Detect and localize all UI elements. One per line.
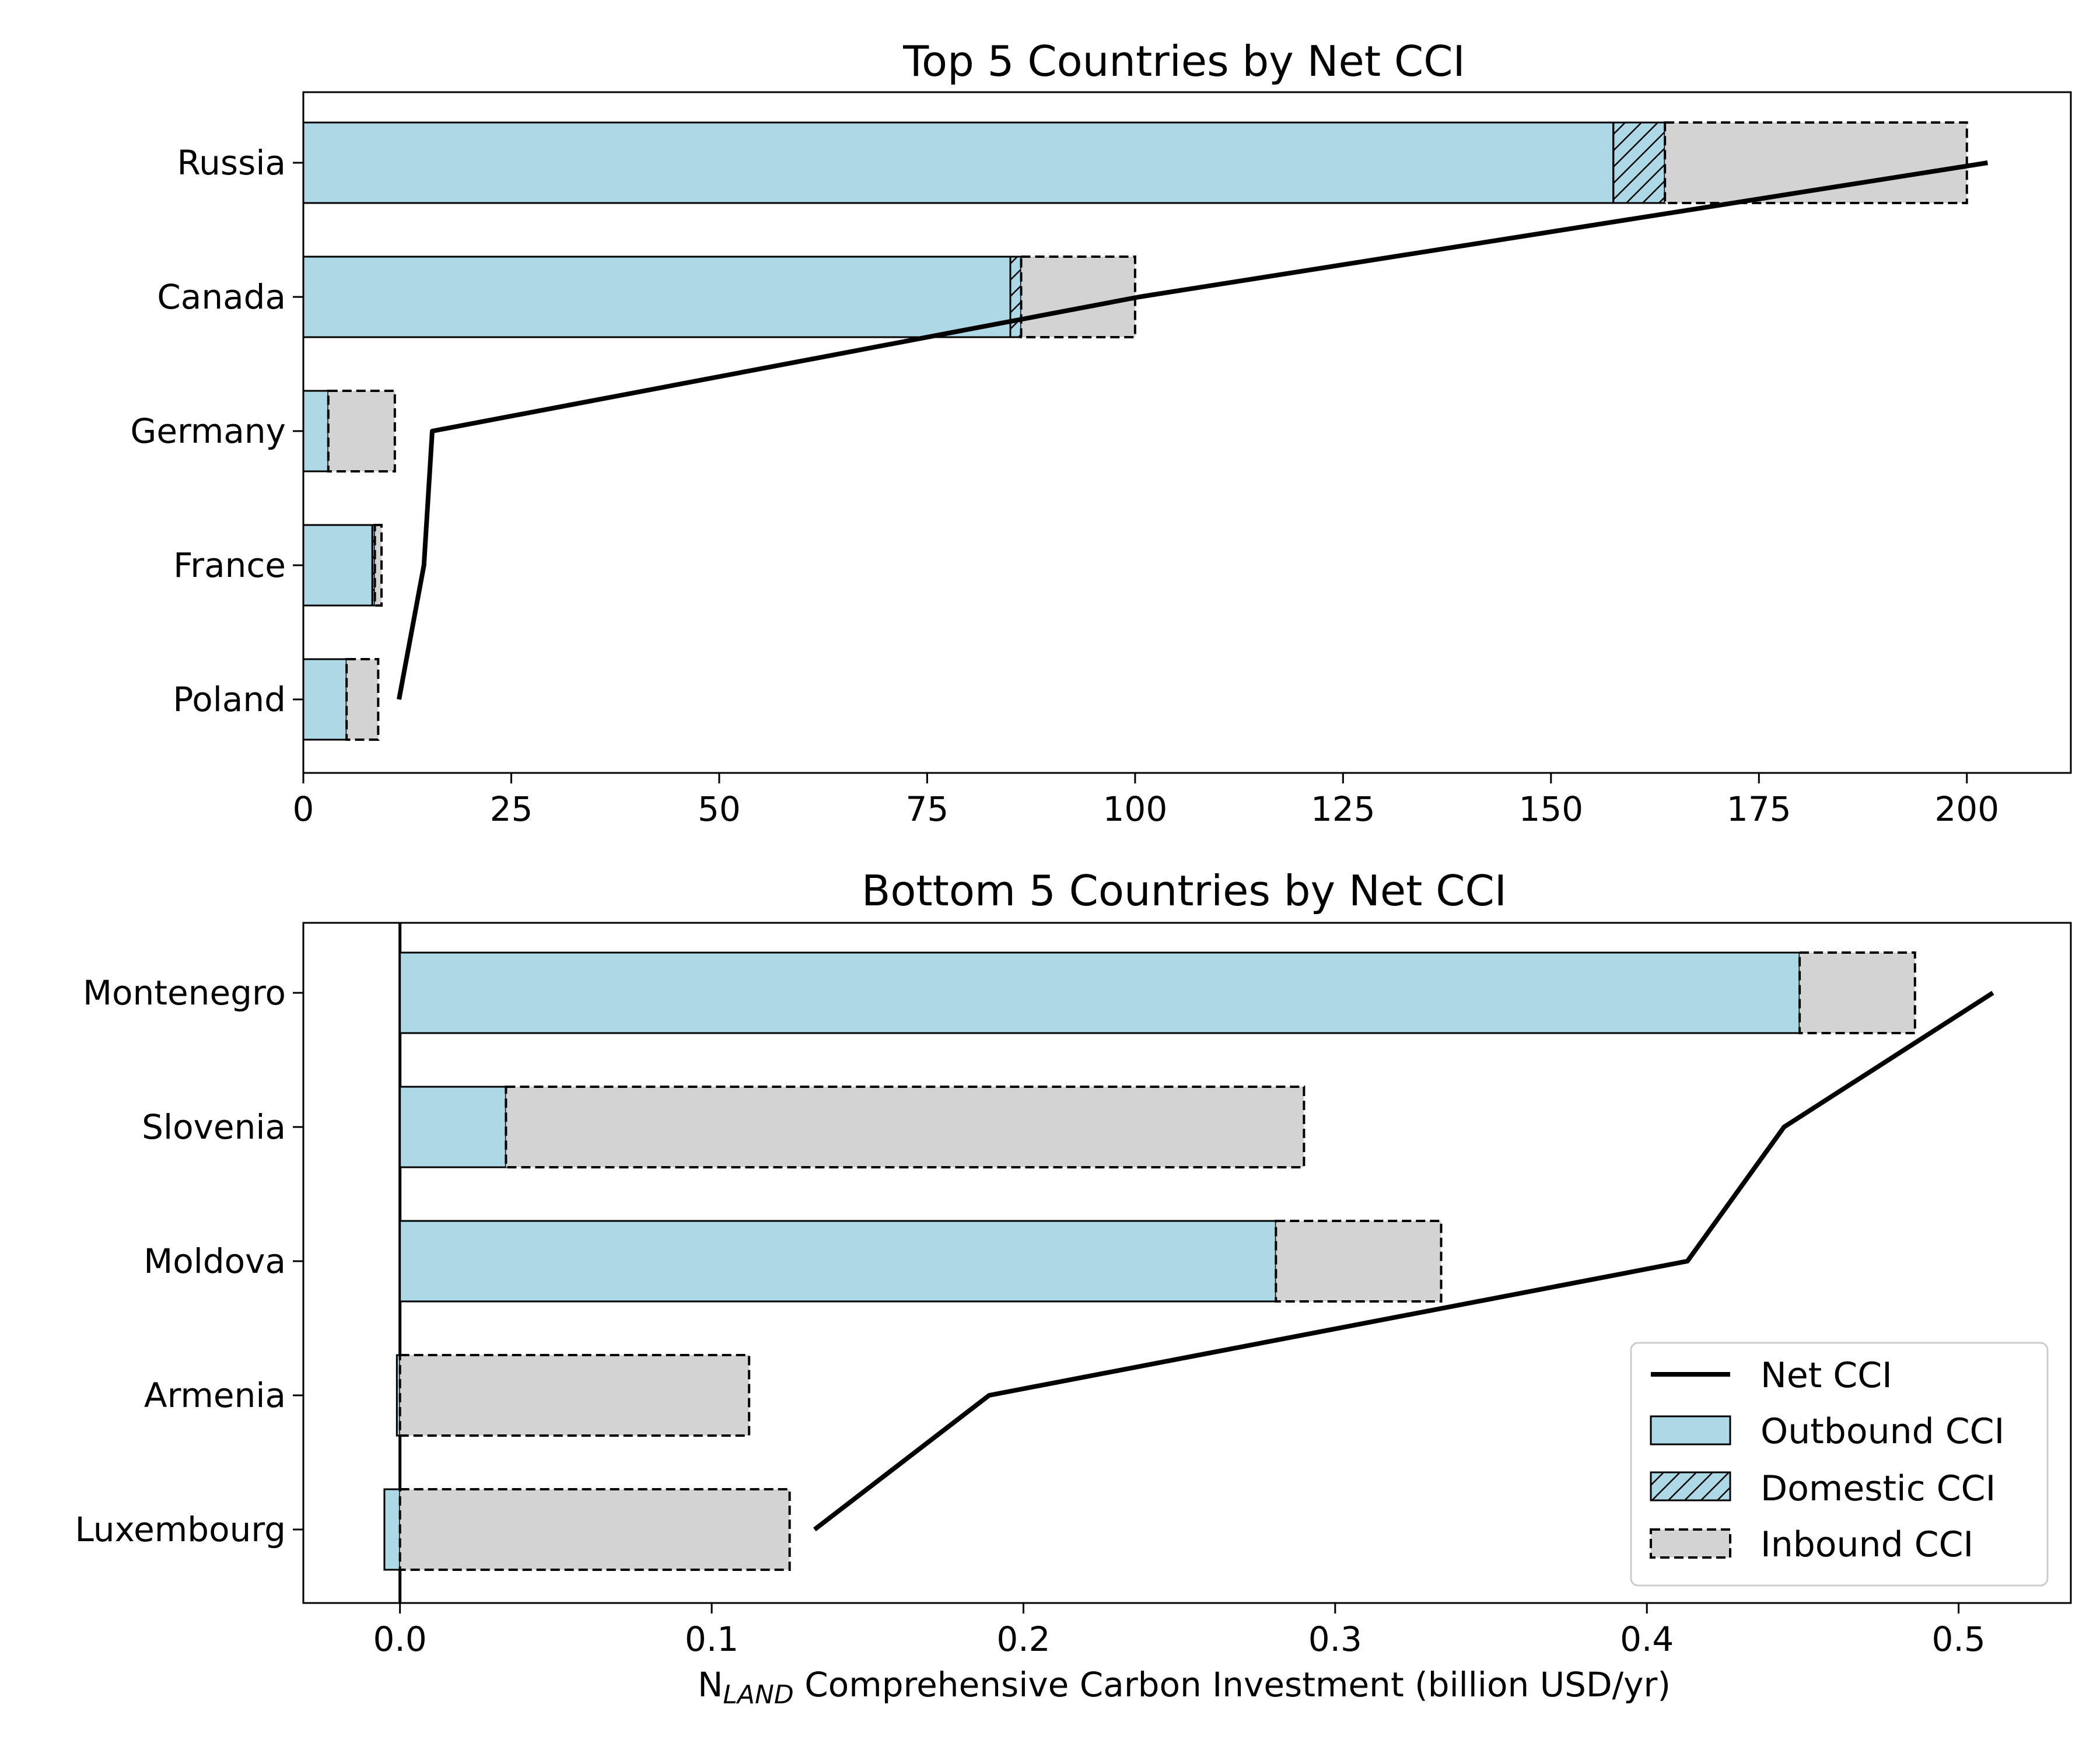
top-bar-outbound-germany xyxy=(302,390,330,473)
bottom-ytick-label-moldova: Moldova xyxy=(144,1241,286,1281)
bottom-bar-inbound-montenegro xyxy=(1798,951,1916,1034)
top-xtick-label-7: 175 xyxy=(1727,789,1791,829)
top-ytick-label-poland: Poland xyxy=(173,680,286,719)
bottom-panel: Bottom 5 Countries by Net CCI Montenegro… xyxy=(75,866,2072,1710)
bottom-ytick-label-luxembourg: Luxembourg xyxy=(75,1510,286,1549)
legend-frame xyxy=(1630,1342,2049,1587)
bottom-bars xyxy=(383,951,1916,1571)
bottom-chart-title: Bottom 5 Countries by Net CCI xyxy=(862,866,1507,915)
top-bar-inbound-france xyxy=(373,524,383,607)
bottom-plot-frame xyxy=(302,922,2072,1604)
bottom-bar-inbound-moldova xyxy=(1275,1220,1443,1303)
top-net-line xyxy=(397,160,1989,700)
top-ytick-label-germany: Germany xyxy=(130,411,286,451)
bottom-xtick-label-5: 0.5 xyxy=(1931,1619,1985,1659)
bottom-bar-inbound-armenia xyxy=(398,1354,751,1437)
top-bar-outbound-russia xyxy=(302,121,1615,204)
top-xtick-label-6: 150 xyxy=(1518,789,1583,829)
bottom-ytick-label-slovenia: Slovenia xyxy=(142,1107,286,1147)
bottom-xtick-label-4: 0.4 xyxy=(1620,1619,1674,1659)
bottom-x-axis: 0.0 0.1 0.2 0.3 0.4 0.5 xyxy=(373,1603,1986,1659)
top-bar-inbound-germany xyxy=(327,390,396,473)
top-xtick-label-0: 0 xyxy=(293,789,314,829)
bottom-net-line xyxy=(813,991,1994,1532)
legend-domestic-hatch xyxy=(1650,1471,1731,1502)
top-xtick-label-8: 200 xyxy=(1934,789,1999,829)
top-xtick-label-5: 125 xyxy=(1311,789,1376,829)
bottom-xtick-label-0: 0.0 xyxy=(373,1619,427,1659)
top-bar-inbound-canada xyxy=(1020,256,1136,338)
legend-inbound-label: Inbound CCI xyxy=(1760,1524,1973,1565)
bottom-bar-inbound-slovenia xyxy=(505,1086,1306,1168)
top-panel: Top 5 Countries by Net CCI Russia Canada G… xyxy=(130,37,2072,829)
top-ytick-label-russia: Russia xyxy=(177,143,286,183)
legend-net-label: Net CCI xyxy=(1760,1355,1892,1396)
top-bar-inbound-poland xyxy=(345,658,380,741)
bottom-y-axis: Montenegro Slovenia Moldova Armenia Luxembou… xyxy=(75,973,303,1549)
bottom-bar-outbound-luxembourg xyxy=(383,1488,401,1571)
legend: Net CCI Outbound CCI Domestic CCI Inboun… xyxy=(1630,1342,2049,1587)
top-plot-frame xyxy=(302,91,2072,774)
top-bar-domestic-hatch-russia xyxy=(1612,121,1666,204)
top-y-axis: Russia Canada Germany France Poland xyxy=(130,143,303,719)
bottom-ytick-label-montenegro: Montenegro xyxy=(83,973,286,1013)
bottom-bar-outbound-slovenia xyxy=(399,1086,507,1168)
top-xtick-label-1: 25 xyxy=(490,789,533,829)
legend-domestic-label: Domestic CCI xyxy=(1760,1468,1996,1509)
legend-outbound-swatch xyxy=(1650,1415,1731,1446)
legend-inbound-swatch xyxy=(1650,1528,1731,1559)
bottom-bar-outbound-moldova xyxy=(399,1220,1277,1303)
top-xtick-label-4: 100 xyxy=(1103,789,1168,829)
bottom-xtick-label-3: 0.3 xyxy=(1308,1619,1362,1659)
top-x-axis: 0 25 50 75 100 125 150 175 200 xyxy=(293,773,1999,829)
bottom-net-cci-line xyxy=(813,991,1994,1532)
legend-outbound-label: Outbound CCI xyxy=(1760,1411,2004,1452)
top-bar-outbound-france xyxy=(302,524,373,607)
top-ytick-label-canada: Canada xyxy=(157,277,286,317)
top-bar-outbound-canada xyxy=(302,256,1012,338)
x-axis-label: NLAND Comprehensive Carbon Investment (b… xyxy=(698,1665,1671,1710)
top-xtick-label-3: 75 xyxy=(906,789,949,829)
top-net-cci-line xyxy=(397,160,1989,700)
top-ytick-label-france: France xyxy=(173,545,286,585)
bottom-bar-outbound-montenegro xyxy=(399,951,1801,1034)
bottom-ytick-label-armenia: Armenia xyxy=(144,1376,286,1415)
top-bars xyxy=(302,121,1968,741)
top-xtick-label-2: 50 xyxy=(698,789,741,829)
bottom-bar-inbound-luxembourg xyxy=(398,1488,791,1571)
top-bar-outbound-poland xyxy=(302,658,348,741)
top-bar-domestic-hatch-canada xyxy=(1009,256,1023,338)
bottom-xtick-label-1: 0.1 xyxy=(685,1619,738,1659)
bottom-xtick-label-2: 0.2 xyxy=(996,1619,1050,1659)
top-chart-title: Top 5 Countries by Net CCI xyxy=(902,37,1465,86)
